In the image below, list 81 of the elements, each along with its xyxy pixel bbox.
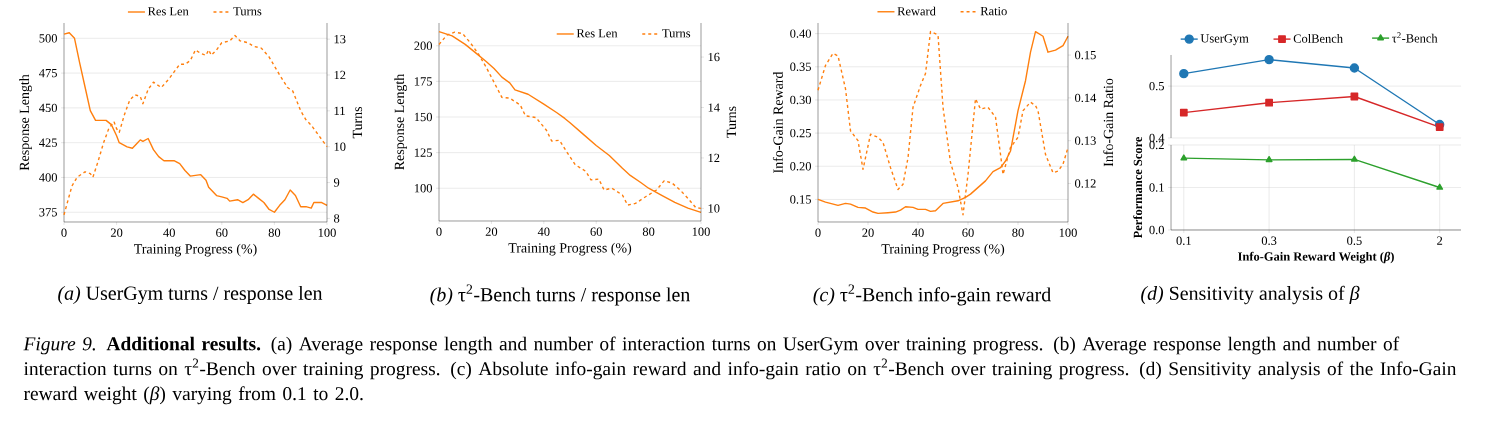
y-tick-label: 425: [39, 138, 57, 147]
x-tick-label: 20: [485, 227, 498, 236]
legend-label: Res Len: [576, 29, 618, 38]
y-tick-label: 0.1: [1149, 183, 1164, 192]
x-tick-label: 2: [1437, 236, 1443, 245]
legend-label: UserGym: [1200, 34, 1249, 46]
y2-tick-label: 13: [334, 34, 346, 44]
y-tick-label: 125: [414, 148, 432, 157]
x-axis-title: Info-Gain Reward Weight (β): [1238, 251, 1394, 264]
x-tick-label: 100: [692, 227, 710, 236]
x-tick-label: 60: [962, 228, 974, 237]
y2-tick-label: 0.13: [1075, 136, 1096, 145]
legend-label: Turns: [662, 29, 691, 38]
x-tick-label: 0: [815, 228, 821, 237]
y-axis-title: Info-Gain Reward: [772, 71, 783, 173]
x-tick-label: 40: [912, 228, 924, 237]
legend-label: τ$^{2}$-Bench: [1392, 32, 1438, 43]
x-tick-label: 100: [1059, 228, 1077, 237]
y-axis-title: Response Length: [394, 73, 407, 170]
legend-label: Res Len: [147, 7, 189, 16]
y-tick-label: 0.30: [790, 95, 812, 105]
y-tick-label: 0.0: [1149, 225, 1165, 235]
y-tick-label: 0.5: [1149, 81, 1164, 91]
y-tick-label: 450: [39, 103, 57, 113]
x-tick-label: 100: [318, 228, 336, 237]
y-tick-label: 0.25: [790, 128, 811, 138]
y-tick-label: 400: [39, 173, 57, 182]
x-axis-title: Training Progress (%): [508, 242, 632, 256]
y2-tick-label: 16: [708, 52, 720, 62]
y2-tick-label: 8: [333, 214, 340, 223]
y2-tick-label: 10: [708, 204, 720, 213]
legend-label: Reward: [897, 6, 936, 16]
y2-tick-label: 9: [333, 178, 340, 187]
x-tick-label: 40: [537, 227, 550, 236]
y-tick-label: 0.15: [790, 195, 811, 204]
y-tick-label: 500: [39, 34, 57, 43]
legend-label: Turns: [233, 7, 262, 16]
y2-axis-title: Turns: [352, 106, 363, 139]
y-tick-label: 175: [414, 77, 432, 86]
y2-tick-label: 10: [334, 142, 346, 151]
y2-tick-label: 0.12: [1075, 179, 1096, 188]
text: (a) UserGym turns / response len: [58, 285, 323, 305]
x-tick-label: 80: [1012, 228, 1024, 237]
y2-tick-label: 11: [334, 106, 345, 115]
x-tick-label: 0.1: [1176, 236, 1191, 245]
x-tick-label: 80: [642, 227, 655, 236]
y-tick-label: 200: [414, 41, 433, 50]
x-tick-label: 0: [61, 228, 67, 237]
y-tick-label: 150: [414, 112, 433, 122]
y-axis-title: Performance Score: [1133, 136, 1143, 239]
y2-axis-title: Info-Gain Ratio: [1103, 78, 1114, 167]
y2-tick-label: 12: [334, 70, 346, 80]
y-tick-label: 0.20: [790, 162, 812, 171]
y-tick-label: 475: [39, 68, 57, 78]
x-tick-label: 0: [436, 227, 442, 236]
y2-axis-title: Turns: [726, 106, 737, 138]
legend-label: ColBench: [1293, 34, 1343, 43]
text: (d) Sensitivity analysis of β: [1141, 285, 1360, 305]
x-tick-label: 80: [268, 228, 281, 237]
y-tick-label: 0.35: [790, 62, 811, 71]
x-tick-label: 20: [110, 228, 123, 237]
x-axis-title: Training Progress (%): [881, 243, 1005, 257]
y2-tick-label: 12: [708, 153, 720, 163]
text: (c) τ$^{2}$-Bench info-gain reward: [813, 284, 1051, 306]
text: (b) τ$^{2}$-Bench turns / response len: [430, 284, 690, 306]
y2-tick-label: 0.14: [1075, 93, 1097, 103]
x-tick-label: 0.5: [1347, 236, 1362, 245]
x-axis-title: Training Progress (%): [134, 243, 257, 257]
legend-label: Ratio: [980, 6, 1007, 16]
y-axis-title: Response Length: [19, 74, 32, 171]
y-tick-label: 100: [414, 184, 433, 193]
x-tick-label: 60: [216, 228, 228, 237]
x-tick-label: 0.3: [1261, 236, 1277, 245]
y2-tick-label: 0.15: [1075, 50, 1096, 60]
y2-tick-label: 14: [708, 103, 720, 112]
x-tick-label: 40: [163, 228, 175, 237]
y-tick-label: 0.40: [790, 29, 812, 38]
x-tick-label: 20: [862, 228, 874, 237]
y-tick-label: 375: [39, 208, 57, 217]
x-tick-label: 60: [590, 227, 602, 236]
text: Figure 9. Additional results. (a) Average response length and number of interaction turns on UserGym over training progress. (b) Average response length and number of interaction turns on τ$^{2}$-Bench over training progress. (c) Absolute info-gain reward and info-gain ratio on τ$^{2}$-Bench over training progress. (d) Sensitivity analysis of the Info-Gain reward weight (β) varying from 0.1 to 2.0.: [23, 336, 1457, 405]
